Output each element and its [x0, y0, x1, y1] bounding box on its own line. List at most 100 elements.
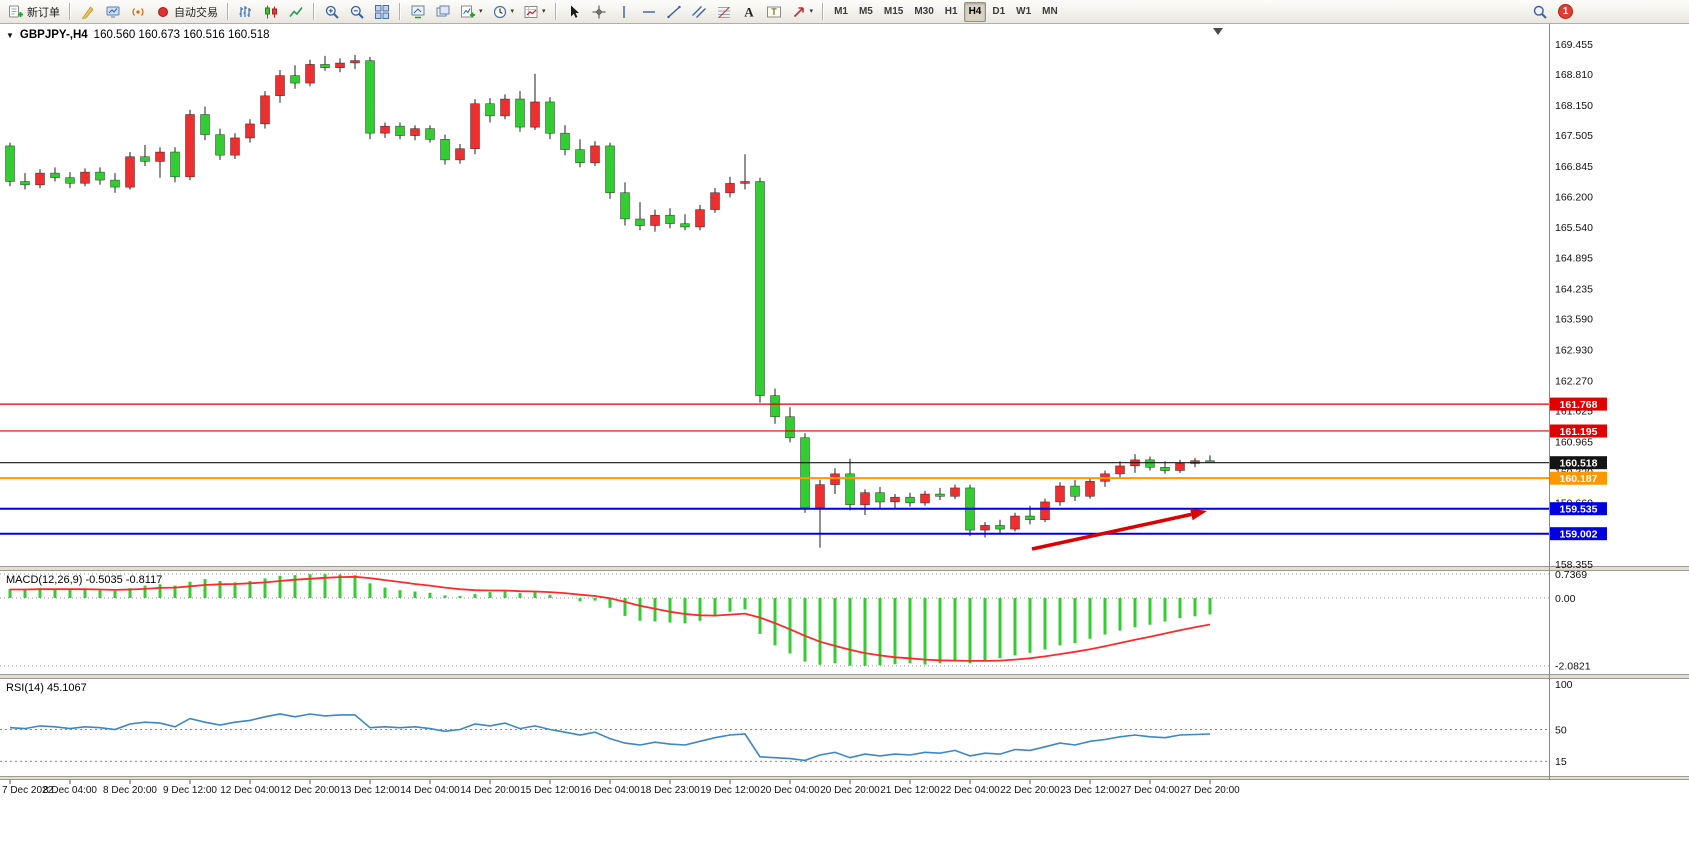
candle-body: [65, 177, 75, 184]
time-axis-label: 18 Dec 23:00: [640, 785, 700, 796]
line-chart-button[interactable]: [284, 2, 308, 22]
time-axis-label: 12 Dec 20:00: [280, 785, 340, 796]
panel-separator[interactable]: [0, 674, 1689, 679]
panel-separator[interactable]: [0, 776, 1689, 780]
price-axis-label: 166.200: [1555, 191, 1593, 203]
bar-chart-button[interactable]: [234, 2, 258, 22]
time-axis-label: 14 Dec 20:00: [460, 785, 520, 796]
notification-badge[interactable]: 1: [1558, 4, 1573, 19]
timeframe-D1[interactable]: D1: [987, 2, 1010, 22]
price-axis-label: 162.270: [1555, 375, 1593, 387]
price-axis-label: 164.895: [1555, 252, 1593, 264]
timeframe-M30[interactable]: M30: [909, 2, 938, 22]
metaeditor-icon: [81, 6, 94, 19]
cascade-icon: [436, 5, 450, 16]
price-tag-label: 160.518: [1560, 457, 1598, 469]
rsi-axis-label: 100: [1555, 679, 1573, 691]
price-axis-label: 168.810: [1555, 69, 1593, 81]
autotrading-button[interactable]: 自动交易: [151, 2, 222, 22]
candle-body: [485, 103, 495, 117]
macd-signal-line: [10, 575, 1211, 662]
candle-body: [995, 525, 1005, 530]
text-label-tool-button[interactable]: T: [762, 2, 786, 22]
candle-body: [1025, 515, 1035, 521]
candle-body: [1010, 515, 1020, 530]
panel-separator[interactable]: [0, 566, 1689, 571]
timeframe-M1[interactable]: M1: [829, 2, 853, 22]
candle-body: [80, 171, 90, 184]
cursor-tool-button[interactable]: [562, 2, 586, 22]
zoom-out-button[interactable]: [345, 2, 369, 22]
candle-body: [800, 437, 810, 509]
candlestick-chart-button[interactable]: [259, 2, 283, 22]
tile-windows-icon: [375, 4, 389, 19]
zoom-out-icon: [350, 5, 364, 19]
candle-body: [365, 60, 375, 134]
macd-panel[interactable]: [8, 574, 1212, 666]
templates-icon: [524, 5, 538, 18]
price-axis-label: 165.540: [1555, 222, 1593, 234]
crosshair-tool-button[interactable]: [587, 2, 611, 22]
trend-arrow-line[interactable]: [1031, 512, 1192, 551]
timeframe-M5[interactable]: M5: [854, 2, 878, 22]
candle-body: [425, 128, 435, 140]
periods-button[interactable]: ▾: [488, 2, 519, 22]
fibonacci-tool-button[interactable]: [712, 2, 736, 22]
new-chart-button[interactable]: ▾: [456, 2, 487, 22]
price-axis-label: 158.355: [1555, 559, 1593, 571]
rsi-axis-label: 15: [1555, 756, 1567, 768]
time-axis-label: 7 Dec 2022: [2, 785, 54, 796]
candle-body: [635, 218, 645, 226]
new-order-icon: [9, 5, 23, 17]
channel-tool-button[interactable]: [687, 2, 711, 22]
auto-arrange-button[interactable]: [406, 2, 430, 22]
candle-body: [785, 416, 795, 439]
metaeditor-button[interactable]: [76, 2, 100, 22]
tile-windows-button[interactable]: [370, 2, 394, 22]
chart-area[interactable]: 169.455 168.810 168.150 167.505 166.845 166.2…: [0, 24, 1689, 862]
svg-text:A: A: [744, 4, 754, 19]
timeframe-H1[interactable]: H1: [940, 2, 963, 22]
search-button[interactable]: [1528, 2, 1552, 22]
candle-body: [530, 101, 540, 128]
price-tag: [1550, 527, 1607, 541]
new-order-button[interactable]: 新订单: [4, 2, 64, 22]
candle-body: [665, 214, 675, 224]
rsi-line: [9, 713, 1211, 762]
text-tool-button[interactable]: A: [737, 2, 761, 22]
candle-body: [815, 484, 825, 509]
timeframe-M15[interactable]: M15: [879, 2, 908, 22]
price-tag-label: 159.002: [1560, 528, 1598, 540]
price-axis-label: 162.930: [1555, 344, 1593, 356]
cascade-button[interactable]: [431, 2, 455, 22]
price-chart[interactable]: [0, 55, 1549, 551]
vertical-line-tool-button[interactable]: [612, 2, 636, 22]
chart-shift-marker[interactable]: [1213, 28, 1223, 35]
price-tag: [1550, 456, 1607, 470]
signals-button[interactable]: [126, 2, 150, 22]
timeframe-W1[interactable]: W1: [1011, 2, 1036, 22]
candle-body: [500, 98, 510, 117]
candle-body: [470, 103, 480, 149]
candle-body: [755, 181, 765, 396]
chevron-down-icon: ▾: [542, 8, 546, 15]
candle-body: [860, 492, 870, 506]
timeframe-MN[interactable]: MN: [1037, 2, 1063, 22]
toolbar-separator: [227, 3, 229, 20]
timeframe-H4[interactable]: H4: [963, 1, 987, 22]
horizontal-line-tool-button[interactable]: [637, 2, 661, 22]
macd-axis-label: 0.00: [1555, 593, 1576, 605]
price-axis-label: 164.235: [1555, 283, 1593, 295]
trendline-tool-button[interactable]: [662, 2, 686, 22]
arrows-tool-button[interactable]: ▾: [787, 2, 818, 22]
toolbar-buttons: 新订单 自动交易 ▾ ▾ ▾ A T ▾ M1 M5 M15 M30 H1 H4 D1 W1 MN: [4, 1, 1063, 22]
price-axis-label: 163.590: [1555, 314, 1593, 326]
market-watch-button[interactable]: [101, 2, 125, 22]
candle-body: [650, 214, 660, 226]
toolbar-separator: [399, 3, 401, 20]
candle-body: [575, 149, 585, 164]
market-watch-icon: [106, 6, 120, 17]
zoom-in-button[interactable]: [320, 2, 344, 22]
templates-button[interactable]: ▾: [519, 2, 550, 22]
